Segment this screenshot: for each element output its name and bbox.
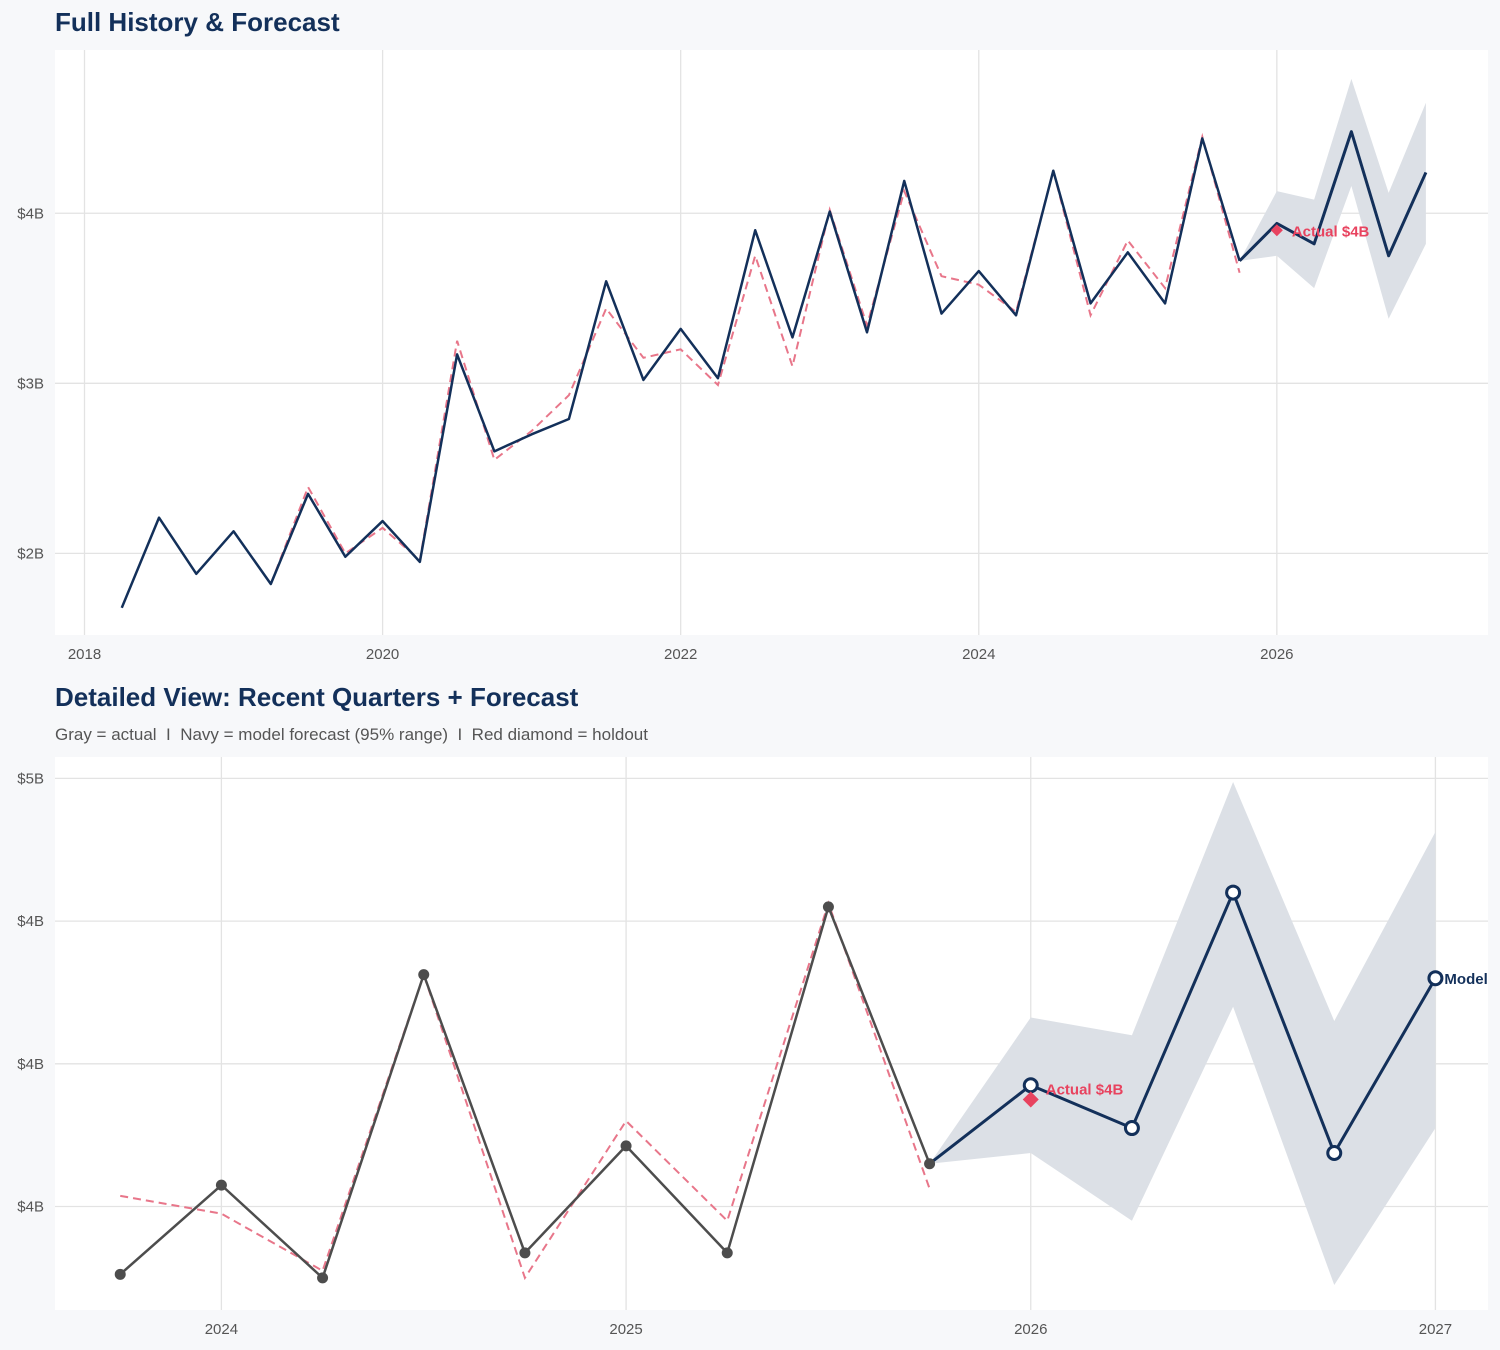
actual-point <box>822 901 834 913</box>
y-tick-label: $2B <box>17 545 44 562</box>
forecast-end-label: Model <box>1444 971 1487 988</box>
y-tick-label: $5B <box>17 770 44 787</box>
holdout-diamond <box>1270 224 1283 237</box>
holdout-diamond <box>1022 1091 1039 1108</box>
x-tick-label: 2025 <box>609 1321 642 1338</box>
forecast-point <box>1123 1120 1140 1137</box>
chart-title-bottom: Detailed View: Recent Quarters + Forecas… <box>55 682 579 712</box>
x-tick-label: 2026 <box>1260 646 1293 663</box>
x-tick-label: 2024 <box>205 1321 238 1338</box>
forecast-point <box>1225 884 1242 901</box>
actual-line <box>120 137 1241 609</box>
actual-point <box>519 1247 531 1259</box>
y-tick-label: $4B <box>17 1056 44 1073</box>
forecast-interval-band <box>1239 78 1426 319</box>
forecast-line <box>1238 130 1428 262</box>
holdout-label: Actual $4B <box>1046 1082 1124 1099</box>
chart-subtitle-bottom: Gray = actual I Navy = model forecast (9… <box>55 725 648 744</box>
chart-bottom: 2024 2025 2026 2027 $4B $4B $4B $5B Model Actual … <box>17 757 1488 1338</box>
actual-point <box>317 1272 329 1284</box>
actual-point <box>418 969 430 981</box>
y-tick-label: $3B <box>17 375 44 392</box>
y-tick-label: $4B <box>17 205 44 222</box>
x-tick-label: 2022 <box>664 646 697 663</box>
holdout-label: Actual $4B <box>1292 223 1370 240</box>
actual-point <box>215 1179 227 1191</box>
forecast-interval-band <box>929 781 1436 1286</box>
x-tick-label: 2024 <box>962 646 995 663</box>
y-tick-label: $4B <box>17 1199 44 1216</box>
actual-point <box>620 1140 632 1152</box>
chart-title-top: Full History & Forecast <box>55 7 340 37</box>
plot-area-top <box>55 50 1488 635</box>
actual-point <box>114 1268 126 1280</box>
x-tick-label: 2026 <box>1014 1321 1047 1338</box>
x-tick-label: 2020 <box>366 646 399 663</box>
forecast-point <box>1427 970 1444 987</box>
forecast-point <box>1022 1077 1039 1094</box>
fitted-line <box>120 900 931 1281</box>
actual-point <box>721 1247 733 1259</box>
forecast-line <box>928 891 1437 1165</box>
x-tick-label: 2027 <box>1419 1321 1452 1338</box>
actual-point <box>924 1158 936 1170</box>
chart-top: 2018 2020 2022 2024 2026 $2B $3B $4B Actual $4B <box>17 50 1488 663</box>
y-tick-label: $4B <box>17 913 44 930</box>
x-tick-label: 2018 <box>68 646 101 663</box>
forecast-point <box>1326 1145 1343 1162</box>
